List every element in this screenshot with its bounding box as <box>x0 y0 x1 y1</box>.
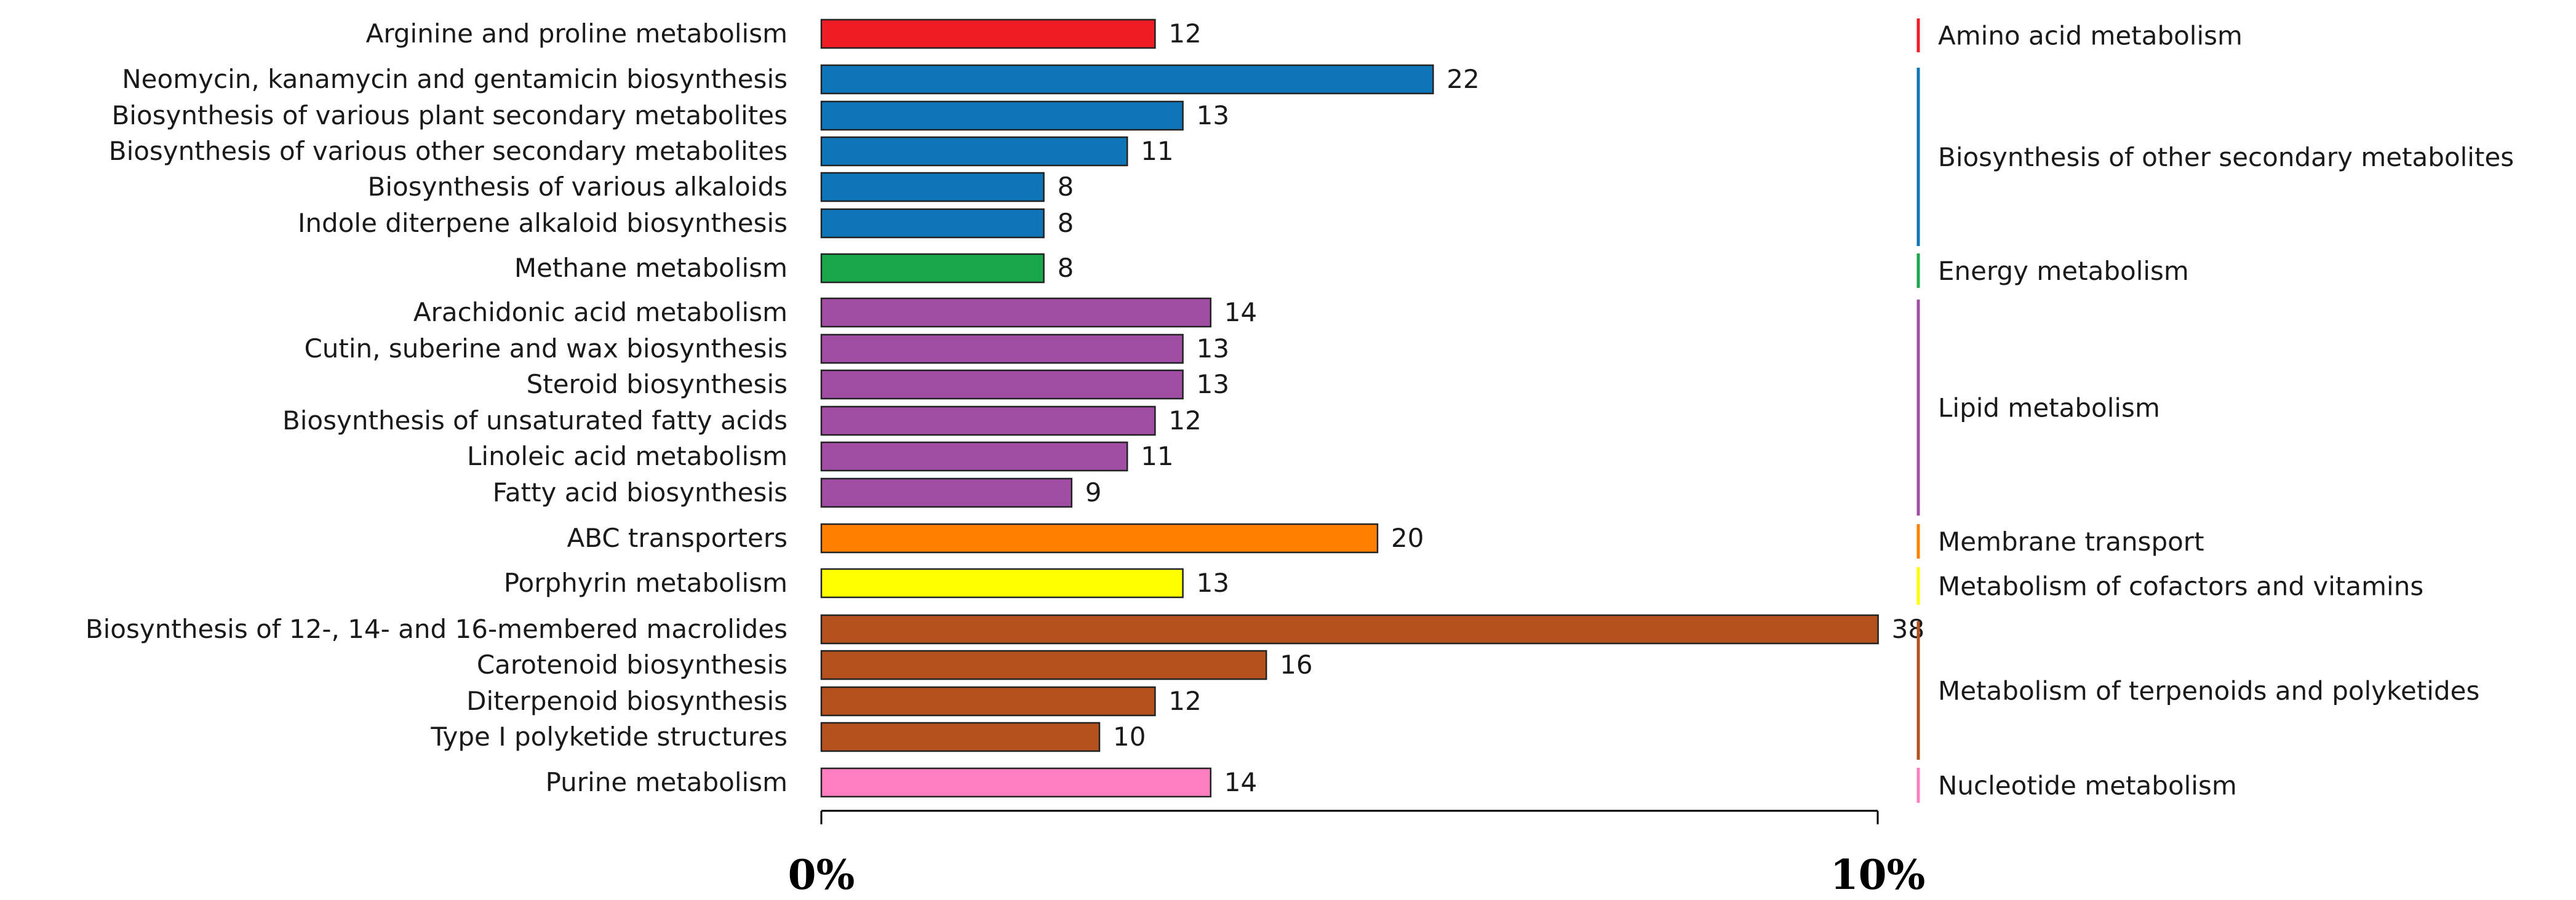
value-label-0: 12 <box>1168 18 1201 49</box>
category-label-2: Biosynthesis of various plant secondary … <box>111 100 788 130</box>
category-label-11: Linoleic acid metabolism <box>467 441 788 471</box>
value-label-8: 13 <box>1197 333 1229 364</box>
category-label-8: Cutin, suberine and wax biosynthesis <box>304 333 788 364</box>
value-label-13: 20 <box>1391 523 1424 553</box>
bar-2 <box>820 100 1184 131</box>
category-label-6: Methane metabolism <box>514 253 788 283</box>
group-label-0: Amino acid metabolism <box>1938 21 2243 51</box>
bar-1 <box>820 64 1434 95</box>
category-label-3: Biosynthesis of various other secondary … <box>109 136 788 166</box>
value-label-1: 22 <box>1446 64 1479 94</box>
value-label-4: 8 <box>1058 172 1074 202</box>
bar-9 <box>820 369 1184 400</box>
value-label-14: 13 <box>1197 568 1229 598</box>
bar-14 <box>820 568 1184 599</box>
value-label-10: 12 <box>1168 405 1201 436</box>
value-label-5: 8 <box>1058 208 1074 238</box>
group-label-1: Biosynthesis of other secondary metaboli… <box>1938 142 2514 172</box>
category-label-4: Biosynthesis of various alkaloids <box>368 172 788 202</box>
category-label-1: Neomycin, kanamycin and gentamicin biosy… <box>122 64 788 94</box>
value-label-2: 13 <box>1197 100 1229 130</box>
category-label-12: Fatty acid biosynthesis <box>493 477 788 508</box>
bar-5 <box>820 208 1045 239</box>
value-label-7: 14 <box>1224 297 1257 327</box>
bar-12 <box>820 477 1073 508</box>
x-axis: 0% 10% <box>788 810 1926 899</box>
category-label-15: Biosynthesis of 12-, 14- and 16-membered… <box>86 614 788 644</box>
value-label-18: 10 <box>1113 722 1146 752</box>
value-label-19: 14 <box>1224 767 1257 797</box>
bar-3 <box>820 136 1128 167</box>
group-label-7: Nucleotide metabolism <box>1938 771 2237 801</box>
category-label-9: Steroid biosynthesis <box>527 369 788 399</box>
bar-15 <box>820 614 1879 645</box>
bars-layer <box>820 18 1879 798</box>
bar-8 <box>820 333 1184 364</box>
bar-16 <box>820 650 1267 680</box>
group-label-2: Energy metabolism <box>1938 256 2189 286</box>
bar-19 <box>820 767 1212 798</box>
category-label-13: ABC transporters <box>567 523 788 553</box>
group-label-4: Membrane transport <box>1938 527 2204 557</box>
category-label-18: Type I polyketide structures <box>430 722 788 752</box>
group-label-5: Metabolism of cofactors and vitamins <box>1938 571 2423 602</box>
category-label-5: Indole diterpene alkaloid biosynthesis <box>298 208 788 238</box>
group-label-3: Lipid metabolism <box>1938 393 2160 423</box>
category-label-14: Porphyrin metabolism <box>504 568 788 598</box>
bar-6 <box>820 253 1045 284</box>
bar-7 <box>820 297 1212 328</box>
value-label-6: 8 <box>1058 253 1074 283</box>
value-label-11: 11 <box>1141 441 1173 471</box>
bar-11 <box>820 441 1128 472</box>
category-label-10: Biosynthesis of unsaturated fatty acids <box>282 405 788 436</box>
value-label-9: 13 <box>1197 369 1229 399</box>
bar-10 <box>820 405 1156 436</box>
category-label-16: Carotenoid biosynthesis <box>477 650 788 680</box>
value-label-16: 16 <box>1280 650 1312 680</box>
bar-18 <box>820 722 1101 752</box>
category-label-17: Diterpenoid biosynthesis <box>466 686 788 716</box>
bar-0 <box>820 18 1156 49</box>
value-label-17: 12 <box>1168 686 1201 716</box>
group-label-6: Metabolism of terpenoids and polyketides <box>1938 676 2479 706</box>
category-label-0: Arginine and proline metabolism <box>366 18 788 49</box>
bar-4 <box>820 172 1045 202</box>
category-labels: Arginine and proline metabolism Neomycin,… <box>86 18 788 797</box>
bar-13 <box>820 523 1379 554</box>
value-label-12: 9 <box>1085 477 1102 508</box>
category-label-7: Arachidonic acid metabolism <box>413 297 788 327</box>
category-label-19: Purine metabolism <box>546 767 788 797</box>
bar-17 <box>820 686 1156 717</box>
group-annotations: Amino acid metabolism Biosynthesis of oth… <box>1916 18 2514 803</box>
x-tick-label-1: 10% <box>1830 851 1926 899</box>
value-label-3: 11 <box>1141 136 1173 166</box>
x-tick-label-0: 0% <box>788 851 855 899</box>
